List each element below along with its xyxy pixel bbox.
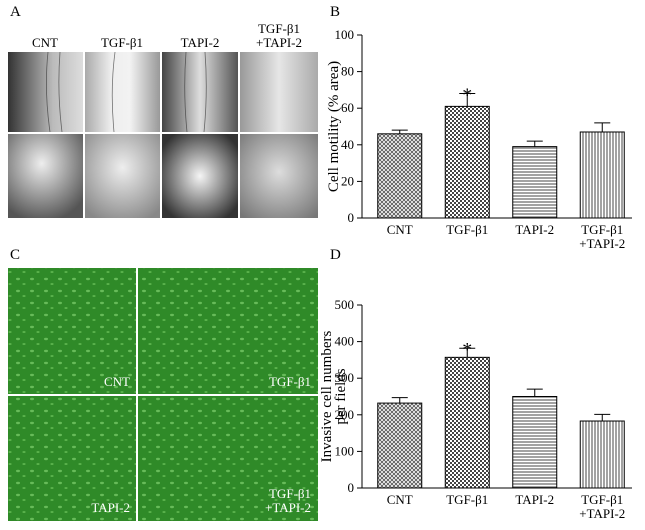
image-label: TGF-β1 xyxy=(269,374,311,389)
error-bar xyxy=(391,397,408,404)
y-tick-label: 40 xyxy=(341,137,354,152)
column-label: TGF-β1 +TAPI-2 xyxy=(256,21,302,50)
bar xyxy=(579,131,625,219)
image xyxy=(8,134,83,218)
x-tick-label: TGF-β1 xyxy=(446,222,488,237)
panel-label: C xyxy=(10,247,20,263)
y-tick-label: 20 xyxy=(341,173,354,188)
error-bar xyxy=(459,93,476,107)
x-tick-label: CNT xyxy=(387,492,413,507)
image-label: TGF-β1 +TAPI-2 xyxy=(265,486,311,515)
image xyxy=(162,52,238,132)
bar xyxy=(377,402,423,489)
bar xyxy=(377,133,423,219)
scratch-images xyxy=(8,51,318,218)
y-axis-label: Invasive cell numbersper fields xyxy=(319,331,349,463)
x-tick-label: TGF-β1 +TAPI-2 xyxy=(579,222,625,251)
annotation: * xyxy=(462,85,472,107)
x-tick-label: TGF-β1 xyxy=(446,492,488,507)
y-tick-label: 100 xyxy=(335,443,355,458)
image xyxy=(85,134,160,218)
panel-label: B xyxy=(330,4,340,20)
error-bar xyxy=(594,122,611,132)
x-tick-label: TAPI-2 xyxy=(515,492,554,507)
fluorescence-images xyxy=(8,268,318,521)
y-tick-label: 400 xyxy=(335,334,355,349)
bar xyxy=(579,420,625,489)
image xyxy=(240,52,318,132)
y-tick-label: 80 xyxy=(341,64,354,79)
x-tick-label: TAPI-2 xyxy=(515,222,554,237)
error-bar xyxy=(526,140,543,147)
error-bar xyxy=(391,129,408,134)
y-tick-label: 60 xyxy=(341,100,354,115)
y-tick-label: 300 xyxy=(335,370,355,385)
panel-label: D xyxy=(330,247,341,263)
annotation: * xyxy=(462,339,472,361)
x-tick-label: TGF-β1 +TAPI-2 xyxy=(579,492,625,521)
column-label: TAPI-2 xyxy=(181,35,220,50)
column-label: CNT xyxy=(32,35,58,50)
error-bar xyxy=(526,388,543,397)
image-label: CNT xyxy=(104,374,130,389)
image xyxy=(240,134,318,218)
column-label: TGF-β1 xyxy=(101,35,143,50)
x-tick-label: CNT xyxy=(387,222,413,237)
bar xyxy=(444,105,490,219)
panel-label: A xyxy=(10,4,21,20)
image xyxy=(85,52,160,132)
y-tick-label: 500 xyxy=(335,297,355,312)
bar xyxy=(512,146,558,219)
y-tick-label: 100 xyxy=(335,27,355,42)
error-bar xyxy=(594,413,611,422)
bar xyxy=(444,356,490,489)
image-label: TAPI-2 xyxy=(91,500,130,515)
y-tick-label: 200 xyxy=(335,407,355,422)
image xyxy=(8,52,83,132)
y-tick-label: 0 xyxy=(348,210,355,225)
y-tick-label: 0 xyxy=(348,480,355,495)
error-bar xyxy=(459,347,476,358)
bar xyxy=(512,396,558,489)
image xyxy=(162,134,238,218)
y-axis-label: Cell motility (% area) xyxy=(326,61,342,192)
